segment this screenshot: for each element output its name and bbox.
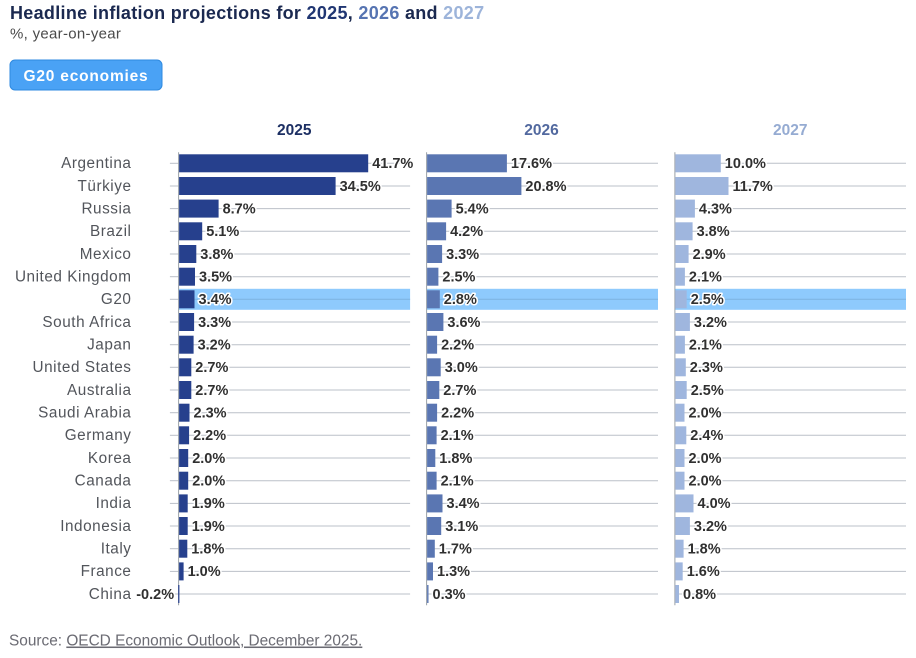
svg-text:United Kingdom: United Kingdom bbox=[15, 269, 132, 286]
svg-text:1.9%: 1.9% bbox=[192, 519, 225, 535]
svg-text:2.3%: 2.3% bbox=[194, 406, 227, 422]
svg-text:2.0%: 2.0% bbox=[689, 451, 722, 467]
svg-text:G20: G20 bbox=[101, 291, 132, 308]
svg-text:3.0%: 3.0% bbox=[445, 360, 478, 376]
svg-text:Australia: Australia bbox=[67, 382, 131, 399]
svg-text:%, year-on-year: %, year-on-year bbox=[10, 26, 121, 43]
svg-text:8.7%: 8.7% bbox=[223, 201, 256, 217]
svg-text:Japan: Japan bbox=[87, 337, 131, 354]
svg-text:3.4%: 3.4% bbox=[447, 496, 480, 512]
svg-text:2.5%: 2.5% bbox=[691, 383, 724, 399]
svg-text:1.6%: 1.6% bbox=[687, 564, 720, 580]
svg-text:34.5%: 34.5% bbox=[340, 179, 381, 195]
svg-text:2.0%: 2.0% bbox=[192, 474, 225, 490]
svg-text:2.2%: 2.2% bbox=[441, 406, 474, 422]
svg-text:2.0%: 2.0% bbox=[689, 406, 722, 422]
svg-text:5.1%: 5.1% bbox=[206, 224, 239, 240]
svg-text:4.0%: 4.0% bbox=[698, 496, 731, 512]
svg-text:2026: 2026 bbox=[524, 122, 559, 139]
svg-text:3.8%: 3.8% bbox=[200, 247, 233, 263]
svg-text:3.6%: 3.6% bbox=[447, 315, 480, 331]
svg-text:2.1%: 2.1% bbox=[689, 270, 722, 286]
svg-text:Argentina: Argentina bbox=[61, 155, 131, 172]
svg-text:Canada: Canada bbox=[75, 473, 132, 490]
svg-text:2.4%: 2.4% bbox=[690, 428, 723, 444]
svg-text:Korea: Korea bbox=[88, 450, 132, 467]
svg-text:G20 economies: G20 economies bbox=[24, 68, 149, 85]
svg-text:41.7%: 41.7% bbox=[372, 156, 413, 172]
svg-text:Türkiye: Türkiye bbox=[78, 178, 132, 195]
svg-text:1.8%: 1.8% bbox=[688, 542, 721, 558]
svg-text:Source: OECD Economic Outlook,: Source: OECD Economic Outlook, December … bbox=[9, 633, 362, 650]
svg-text:-0.2%: -0.2% bbox=[136, 587, 174, 603]
svg-text:0.3%: 0.3% bbox=[433, 587, 466, 603]
svg-text:3.4%: 3.4% bbox=[199, 292, 232, 308]
svg-text:3.2%: 3.2% bbox=[694, 519, 727, 535]
svg-text:2.7%: 2.7% bbox=[443, 383, 476, 399]
svg-text:1.8%: 1.8% bbox=[439, 451, 472, 467]
svg-text:China: China bbox=[89, 586, 132, 603]
svg-text:3.5%: 3.5% bbox=[199, 270, 232, 286]
svg-text:2.1%: 2.1% bbox=[441, 474, 474, 490]
svg-text:3.2%: 3.2% bbox=[694, 315, 727, 331]
svg-text:2.5%: 2.5% bbox=[691, 292, 724, 308]
svg-text:3.8%: 3.8% bbox=[697, 224, 730, 240]
svg-text:3.1%: 3.1% bbox=[445, 519, 478, 535]
svg-text:Germany: Germany bbox=[65, 427, 132, 444]
svg-text:1.7%: 1.7% bbox=[439, 542, 472, 558]
svg-text:2.0%: 2.0% bbox=[192, 451, 225, 467]
svg-text:2.5%: 2.5% bbox=[442, 270, 475, 286]
svg-text:United States: United States bbox=[33, 359, 132, 376]
svg-text:Mexico: Mexico bbox=[80, 246, 132, 263]
svg-text:1.3%: 1.3% bbox=[437, 564, 470, 580]
svg-text:4.2%: 4.2% bbox=[450, 224, 483, 240]
svg-text:India: India bbox=[96, 495, 132, 512]
svg-text:20.8%: 20.8% bbox=[525, 179, 566, 195]
svg-text:Saudi Arabia: Saudi Arabia bbox=[38, 405, 131, 422]
svg-text:1.0%: 1.0% bbox=[188, 564, 221, 580]
svg-text:Italy: Italy bbox=[101, 541, 132, 558]
svg-text:2.7%: 2.7% bbox=[195, 360, 228, 376]
svg-text:5.4%: 5.4% bbox=[456, 201, 489, 217]
svg-text:10.0%: 10.0% bbox=[725, 156, 766, 172]
svg-text:France: France bbox=[81, 563, 132, 580]
svg-text:2.1%: 2.1% bbox=[441, 428, 474, 444]
svg-text:2.1%: 2.1% bbox=[689, 338, 722, 354]
svg-text:Headline inflation projections: Headline inflation projections for 2025,… bbox=[10, 3, 484, 23]
svg-text:3.3%: 3.3% bbox=[198, 315, 231, 331]
svg-text:South Africa: South Africa bbox=[42, 314, 131, 331]
svg-text:Indonesia: Indonesia bbox=[60, 518, 131, 535]
svg-text:1.9%: 1.9% bbox=[192, 496, 225, 512]
svg-text:2.2%: 2.2% bbox=[441, 338, 474, 354]
svg-text:11.7%: 11.7% bbox=[733, 179, 773, 195]
svg-text:2.3%: 2.3% bbox=[690, 360, 723, 376]
svg-text:3.2%: 3.2% bbox=[198, 338, 231, 354]
svg-text:2.9%: 2.9% bbox=[693, 247, 726, 263]
svg-text:4.3%: 4.3% bbox=[699, 201, 732, 217]
svg-text:2025: 2025 bbox=[277, 122, 312, 139]
svg-text:2027: 2027 bbox=[773, 122, 807, 139]
svg-text:1.8%: 1.8% bbox=[191, 542, 224, 558]
svg-text:2.7%: 2.7% bbox=[195, 383, 228, 399]
svg-text:2.8%: 2.8% bbox=[444, 292, 477, 308]
svg-text:Russia: Russia bbox=[81, 200, 131, 217]
svg-text:3.3%: 3.3% bbox=[446, 247, 479, 263]
svg-text:2.0%: 2.0% bbox=[689, 474, 722, 490]
svg-text:Brazil: Brazil bbox=[90, 223, 132, 240]
svg-text:2.2%: 2.2% bbox=[193, 428, 226, 444]
svg-text:0.8%: 0.8% bbox=[683, 587, 716, 603]
svg-text:17.6%: 17.6% bbox=[511, 156, 552, 172]
